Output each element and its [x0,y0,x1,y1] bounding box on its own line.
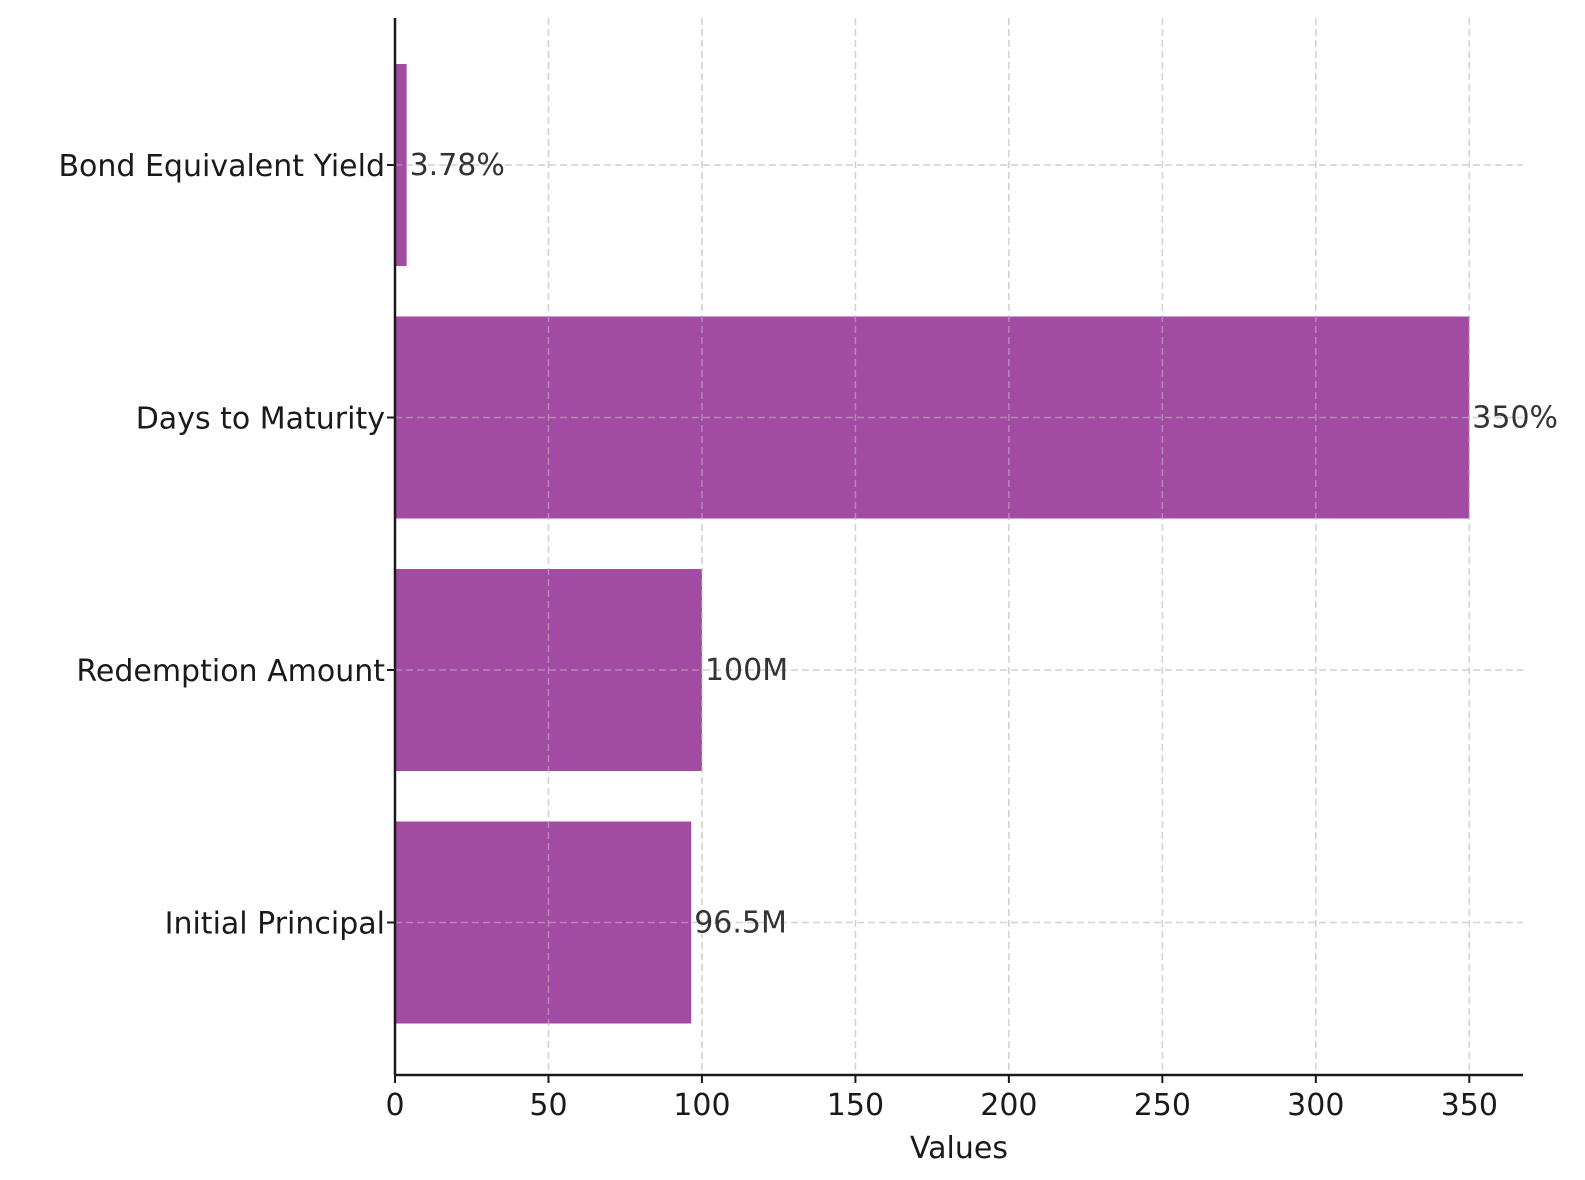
x-tick-label: 350 [1441,1088,1498,1123]
x-tick-label: 300 [1287,1088,1344,1123]
bar-redemption-amount [395,569,702,771]
axes [387,18,1523,1083]
data-label: 350% [1472,401,1558,436]
x-tick-label: 150 [827,1088,884,1123]
category-label: Bond Equivalent Yield [58,149,385,184]
bars [395,18,1523,1075]
category-label: Redemption Amount [76,654,385,689]
bar-days-to-maturity [395,316,1470,519]
x-tick-label: 50 [529,1088,567,1123]
data-label: 96.5M [694,906,787,941]
data-label: 100M [705,653,788,688]
category-label: Initial Principal [165,907,385,942]
x-tick-label: 250 [1134,1088,1191,1123]
x-tick-label: 100 [673,1088,730,1123]
category-label: Days to Maturity [136,402,385,437]
labels: 0 50 100 150 200 250 300 350 Initial Principal Re… [58,148,1558,1123]
x-tick-label: 0 [385,1088,404,1123]
bar-bond-equivalent-yield [395,64,407,266]
bar-initial-principal [395,821,692,1024]
x-tick-label: 200 [980,1088,1037,1123]
x-axis-title: Values [910,1131,1008,1166]
data-label: 3.78% [410,148,505,183]
